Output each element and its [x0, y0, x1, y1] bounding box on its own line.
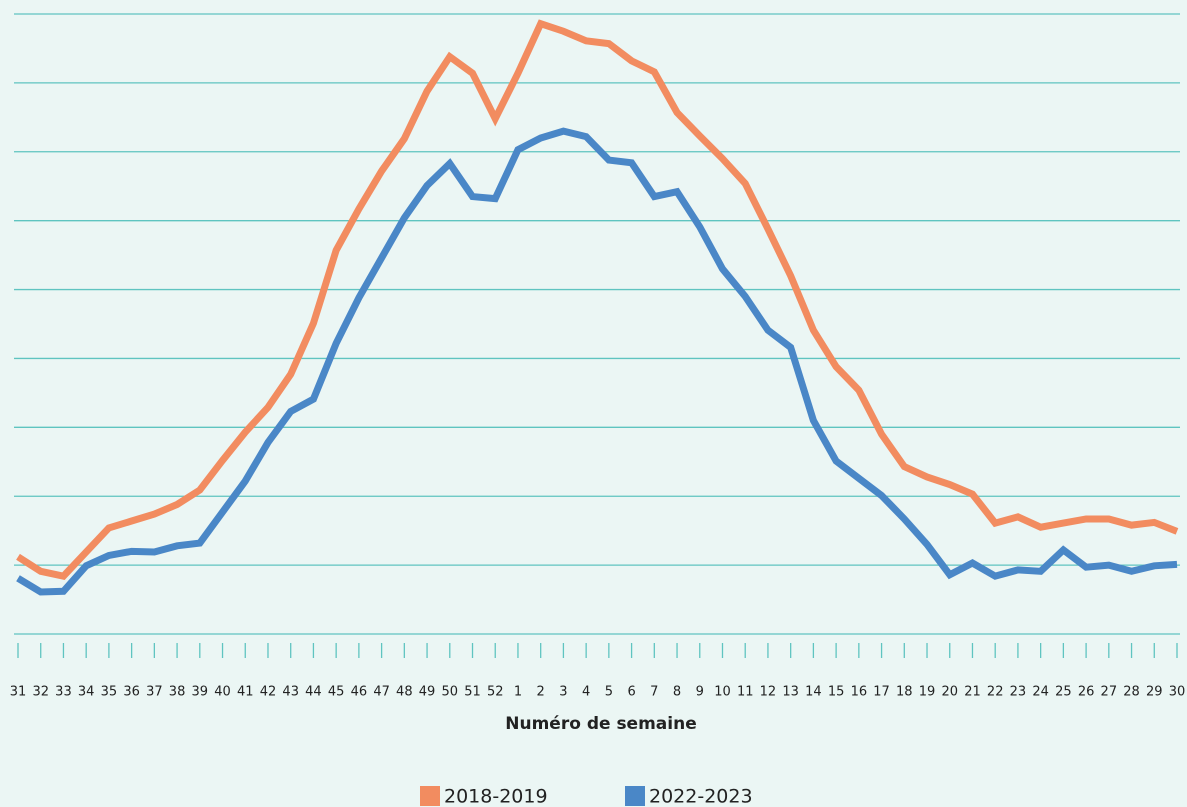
x-tick-label: 10 [714, 685, 731, 700]
x-tick-label: 42 [260, 685, 277, 700]
x-tick-label: 38 [169, 685, 186, 700]
x-tick-label: 40 [214, 685, 231, 700]
x-tick-label: 35 [101, 685, 118, 700]
x-tick-label: 22 [987, 685, 1004, 700]
x-tick-label: 33 [55, 685, 72, 700]
x-tick-label: 23 [1010, 685, 1027, 700]
x-tick-label: 12 [760, 685, 777, 700]
x-tick-label: 15 [828, 685, 845, 700]
x-tick-label: 5 [605, 685, 613, 700]
x-tick-label: 18 [896, 685, 913, 700]
x-tick-label: 14 [805, 685, 822, 700]
x-tick-label: 52 [487, 685, 504, 700]
legend-swatch [625, 786, 645, 806]
x-tick-label: 46 [351, 685, 368, 700]
line-series [16, 127, 1178, 596]
legend-label: 2018-2019 [444, 786, 548, 807]
legend-swatch [420, 786, 440, 806]
x-tick-label: 44 [305, 685, 322, 700]
x-tick-label: 50 [442, 685, 459, 700]
legend-label: 2022-2023 [649, 786, 753, 807]
x-tick-label: 36 [123, 685, 140, 700]
x-tick-label: 32 [32, 685, 49, 700]
x-tick-label: 28 [1123, 685, 1140, 700]
x-tick-label: 13 [782, 685, 799, 700]
x-tick-label: 48 [396, 685, 413, 700]
x-tick-label: 41 [237, 685, 254, 700]
x-tick-label: 7 [650, 685, 658, 700]
x-tick-label: 29 [1146, 685, 1163, 700]
x-tick-label: 9 [696, 685, 704, 700]
x-tick-label: 16 [851, 685, 868, 700]
x-tick-label: 17 [873, 685, 890, 700]
line-series [16, 19, 1179, 580]
x-tick-label: 21 [964, 685, 981, 700]
x-tick-label: 24 [1032, 685, 1049, 700]
x-tick-label: 43 [282, 685, 299, 700]
x-tick-label: 6 [627, 685, 635, 700]
x-tick-label: 3 [559, 685, 567, 700]
x-tick-label: 26 [1078, 685, 1095, 700]
x-tick-label: 30 [1169, 685, 1186, 700]
x-tick-label: 34 [78, 685, 95, 700]
x-tick-label: 2 [537, 685, 545, 700]
x-tick-label: 45 [328, 685, 345, 700]
x-axis-label: Numéro de semaine [505, 714, 696, 734]
x-tick-label: 25 [1055, 685, 1072, 700]
x-tick-label: 47 [373, 685, 390, 700]
x-tick-label: 49 [419, 685, 436, 700]
x-tick-label: 20 [941, 685, 958, 700]
x-tick-label: 39 [192, 685, 209, 700]
x-tick-label: 1 [514, 685, 522, 700]
x-tick-label: 31 [10, 685, 27, 700]
x-tick-label: 19 [919, 685, 936, 700]
x-tick-label: 11 [737, 685, 754, 700]
x-tick-label: 37 [146, 685, 163, 700]
x-tick-label: 27 [1101, 685, 1118, 700]
x-tick-label: 51 [464, 685, 481, 700]
x-tick-label: 4 [582, 685, 590, 700]
x-tick-label: 8 [673, 685, 681, 700]
